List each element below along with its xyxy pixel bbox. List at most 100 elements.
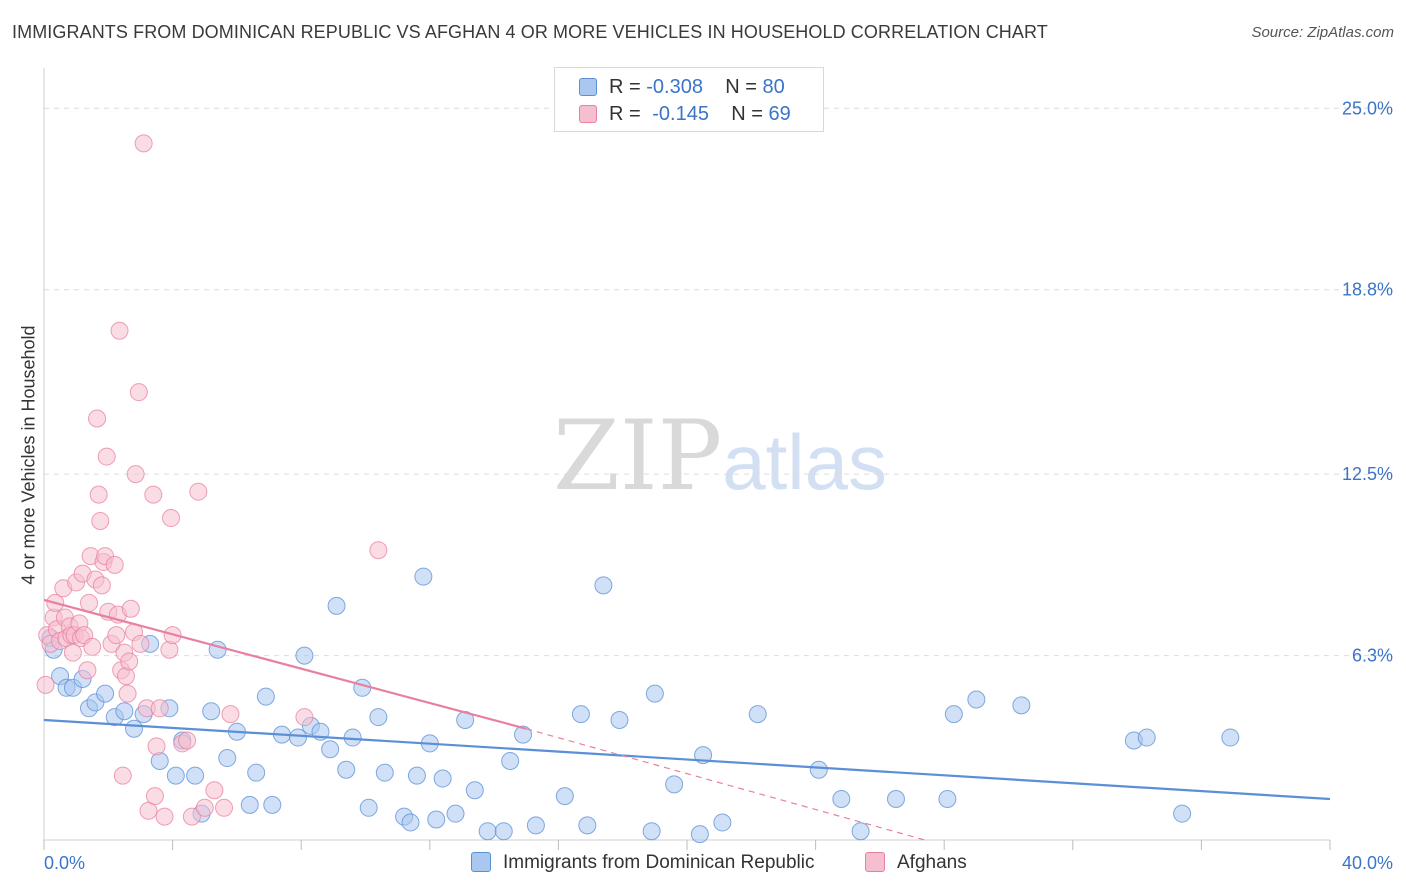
- afghan-point: [88, 409, 107, 428]
- afghan-point: [110, 321, 129, 340]
- legend-r-value: -0.145: [652, 103, 709, 125]
- correlation-legend: R = -0.308 N = 80 R = -0.145 N = 69: [554, 67, 824, 132]
- dominican-point: [526, 816, 545, 835]
- afghan-point: [215, 798, 234, 817]
- y-axis-label: 4 or more Vehicles in Household: [18, 325, 39, 585]
- afghan-point: [134, 134, 153, 153]
- afghan-point: [97, 447, 116, 466]
- dominican-point: [337, 760, 356, 779]
- dominican-point: [125, 719, 144, 738]
- trend-layer: [43, 598, 1331, 841]
- points-layer: [36, 134, 1240, 844]
- afghan-point: [126, 465, 145, 484]
- dominican-point: [851, 822, 870, 841]
- dominican-point: [375, 763, 394, 782]
- afghan-point: [92, 576, 111, 595]
- afghan-point: [36, 675, 55, 694]
- afghan-point: [369, 541, 388, 560]
- dominican-point: [321, 740, 340, 759]
- afghan-point: [161, 509, 180, 528]
- legend-n-value: 80: [762, 76, 785, 98]
- legend-swatch-dominican: [579, 78, 597, 96]
- source-credit: Source: ZipAtlas.com: [1251, 24, 1394, 41]
- afghan-point: [182, 807, 201, 826]
- dominican-point: [369, 708, 388, 727]
- dominican-point: [96, 684, 115, 703]
- afghan-point: [78, 661, 97, 680]
- afghan-point: [160, 640, 179, 659]
- dominican-point: [809, 760, 828, 779]
- afghan-point: [131, 634, 150, 653]
- dominican-point: [115, 702, 134, 721]
- dominican-point: [578, 816, 597, 835]
- afghan-point: [91, 511, 110, 530]
- afghan-point: [89, 485, 108, 504]
- dominican-point: [571, 705, 590, 724]
- y-tick-label: 18.8%: [1342, 280, 1393, 300]
- legend-r-label: R =: [609, 103, 641, 125]
- dominican-point: [642, 822, 661, 841]
- dominican-point: [748, 705, 767, 724]
- dominican-point: [886, 790, 905, 809]
- legend-n-label: N =: [725, 76, 757, 98]
- dominican-point: [832, 790, 851, 809]
- afghan-point: [150, 699, 169, 718]
- dominican-point: [166, 766, 185, 785]
- dominican-point: [433, 769, 452, 788]
- legend-row-dominican: R = -0.308 N = 80: [579, 76, 785, 99]
- dominican-trend-line: [43, 718, 1331, 801]
- dominican-point: [247, 763, 266, 782]
- dominican-point: [1012, 696, 1031, 715]
- y-tick-label: 6.3%: [1352, 646, 1393, 666]
- dominican-point: [401, 813, 420, 832]
- afghan-point: [189, 482, 208, 501]
- chart-title: IMMIGRANTS FROM DOMINICAN REPUBLIC VS AF…: [12, 22, 1048, 42]
- afghan-point: [113, 766, 132, 785]
- dominican-point: [407, 766, 426, 785]
- dominican-point: [501, 751, 520, 770]
- afghan-point: [120, 652, 139, 671]
- dominican-point: [494, 822, 513, 841]
- dominican-point: [594, 576, 613, 595]
- afghan-point: [155, 807, 174, 826]
- legend-label-afghans: Afghans: [897, 852, 967, 873]
- afghan-point: [145, 787, 164, 806]
- afghan-point: [144, 485, 163, 504]
- afghan-point: [205, 781, 224, 800]
- dominican-point: [465, 781, 484, 800]
- dominican-point: [218, 749, 237, 768]
- afghan-point: [195, 798, 214, 817]
- legend-item-dominican[interactable]: Immigrants from Dominican Republic: [471, 852, 815, 874]
- legend-swatch-dominican: [471, 852, 491, 872]
- dominican-point: [263, 795, 282, 814]
- legend-swatch-afghans: [579, 105, 597, 123]
- dominican-point: [240, 795, 259, 814]
- afghan-point: [121, 599, 140, 618]
- afghan-point: [129, 383, 148, 402]
- dominican-point: [1173, 804, 1192, 823]
- afghan-point: [147, 737, 166, 756]
- dominican-point: [645, 684, 664, 703]
- dominican-point: [478, 822, 497, 841]
- dominican-point: [414, 567, 433, 586]
- legend-label-dominican: Immigrants from Dominican Republic: [503, 852, 815, 873]
- legend-n-label: N =: [731, 103, 763, 125]
- afghan-point: [118, 684, 137, 703]
- axis-layer: [43, 68, 1331, 850]
- x-tick-label: 0.0%: [44, 853, 85, 873]
- dominican-point: [938, 790, 957, 809]
- afghan-point: [221, 705, 240, 724]
- afghan-point: [107, 626, 126, 645]
- dominican-point: [186, 766, 205, 785]
- legend-swatch-afghans: [865, 852, 885, 872]
- dominican-point: [944, 705, 963, 724]
- dominican-point: [150, 751, 169, 770]
- dominican-point: [353, 678, 372, 697]
- tick-layer: 6.3% 12.5% 18.8% 25.0% 0.0% 40.0%: [44, 98, 1393, 873]
- dominican-point: [610, 710, 629, 729]
- grid-layer: [44, 107, 1392, 657]
- legend-item-afghans[interactable]: Afghans: [865, 852, 967, 874]
- dominican-point: [967, 690, 986, 709]
- dominican-point: [690, 825, 709, 844]
